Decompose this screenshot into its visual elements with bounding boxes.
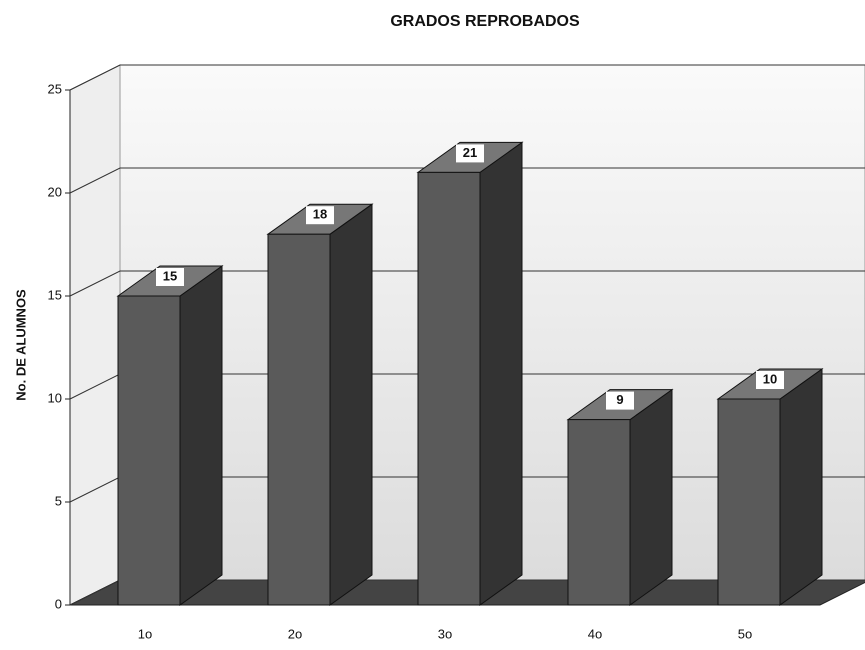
data-label-box bbox=[606, 391, 634, 410]
bar bbox=[417, 171, 481, 606]
bar-side bbox=[179, 265, 223, 606]
x-tick-label: 5o bbox=[738, 626, 752, 641]
bar-side bbox=[479, 141, 523, 606]
data-label: 21 bbox=[463, 145, 477, 160]
data-label-box bbox=[456, 144, 484, 163]
grid-line bbox=[69, 64, 865, 91]
bar-side bbox=[779, 368, 823, 606]
bar-side bbox=[329, 203, 373, 606]
bar-side bbox=[629, 388, 673, 606]
bar bbox=[267, 233, 331, 606]
y-tick-label: 15 bbox=[48, 287, 62, 302]
y-axis-label: No. DE ALUMNOS bbox=[13, 289, 28, 401]
grid-line bbox=[69, 167, 865, 194]
x-tick-label: 4o bbox=[588, 626, 602, 641]
data-label-box bbox=[156, 268, 184, 286]
y-tick-label: 20 bbox=[48, 184, 62, 199]
grid-line bbox=[69, 270, 865, 297]
x-tick-label: 3o bbox=[438, 626, 452, 641]
chart-title: GRADOS REPROBADOS bbox=[390, 13, 580, 30]
data-label-box bbox=[306, 206, 334, 225]
data-label: 9 bbox=[616, 392, 623, 407]
data-label: 15 bbox=[163, 268, 177, 283]
bar bbox=[567, 419, 631, 606]
side-wall bbox=[69, 64, 121, 606]
bar bbox=[717, 398, 781, 606]
data-label: 10 bbox=[763, 371, 777, 386]
x-tick-label: 2o bbox=[288, 626, 302, 641]
data-label-box bbox=[756, 371, 784, 389]
y-tick-label: 5 bbox=[55, 493, 62, 508]
bar bbox=[117, 295, 181, 606]
y-tick-label: 0 bbox=[55, 596, 62, 611]
x-tick-label: 1o bbox=[138, 626, 152, 641]
y-tick-label: 25 bbox=[48, 81, 62, 96]
y-tick-label: 10 bbox=[48, 390, 62, 405]
data-label: 18 bbox=[313, 207, 327, 222]
